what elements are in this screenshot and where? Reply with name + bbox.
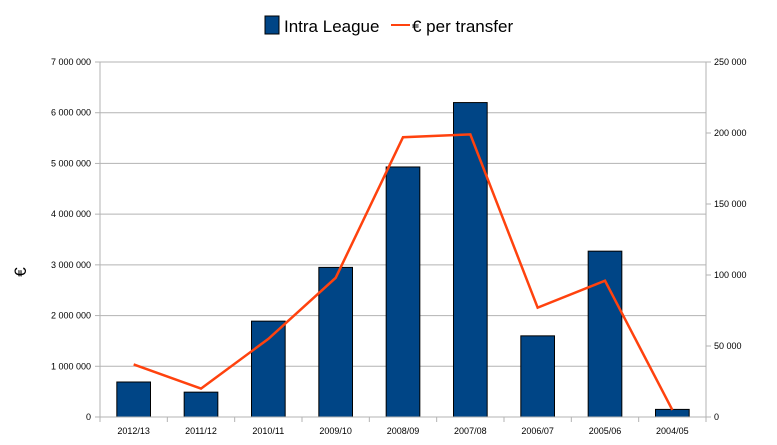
legend: Intra League € per transfer [264, 15, 513, 36]
y2-tick-label: 50 000 [714, 341, 742, 351]
x-tick-label: 2012/13 [117, 426, 150, 436]
y-tick-label: 0 [86, 412, 91, 422]
y2-tick-label: 150 000 [714, 199, 747, 209]
y-tick-labels: 0 1 000 000 2 000 000 3 000 000 4 000 000 5 0… [51, 57, 91, 422]
bar [183, 391, 219, 418]
x-tick-label: 2004/05 [656, 426, 689, 436]
x-tick-labels: 2012/13 2011/12 2010/11 2009/10 2008/09 2007/… [117, 426, 688, 436]
y-tick-label: 3 000 000 [51, 260, 91, 270]
y2-tick-label: 100 000 [714, 270, 747, 280]
y-tick-label: 4 000 000 [51, 209, 91, 219]
y-tick-label: 5 000 000 [51, 158, 91, 168]
x-tick-label: 2007/08 [454, 426, 487, 436]
x-tick-label: 2009/10 [319, 426, 352, 436]
bar [655, 408, 690, 418]
bar [251, 320, 286, 418]
bar [587, 250, 623, 418]
y-tick-label: 1 000 000 [51, 361, 91, 371]
y2-tick-label: 0 [714, 412, 719, 422]
y2-tick-labels: 0 50 000 100 000 150 000 200 000 250 000 [714, 57, 747, 422]
line-series [133, 133, 674, 411]
x-tick-label: 2006/07 [521, 426, 554, 436]
x-tick-label: 2010/11 [252, 426, 284, 436]
y-tick-label: 2 000 000 [51, 311, 91, 321]
bar [520, 335, 555, 418]
bar-series [116, 102, 690, 418]
bar [116, 381, 152, 418]
y-tick-label: 6 000 000 [51, 108, 91, 118]
legend-bar-label: Intra League [284, 17, 379, 36]
bar [453, 102, 488, 418]
legend-bar-swatch [264, 15, 280, 35]
y-tick-label: 7 000 000 [51, 57, 91, 67]
axes [95, 61, 711, 422]
y2-tick-label: 200 000 [714, 128, 747, 138]
bar [385, 166, 421, 418]
x-tick-label: 2011/12 [185, 426, 217, 436]
x-tick-label: 2008/09 [387, 426, 420, 436]
y-axis-label: € [11, 267, 30, 277]
y2-tick-label: 250 000 [714, 57, 747, 67]
legend-line-label: € per transfer [412, 17, 513, 36]
x-tick-label: 2005/06 [589, 426, 622, 436]
